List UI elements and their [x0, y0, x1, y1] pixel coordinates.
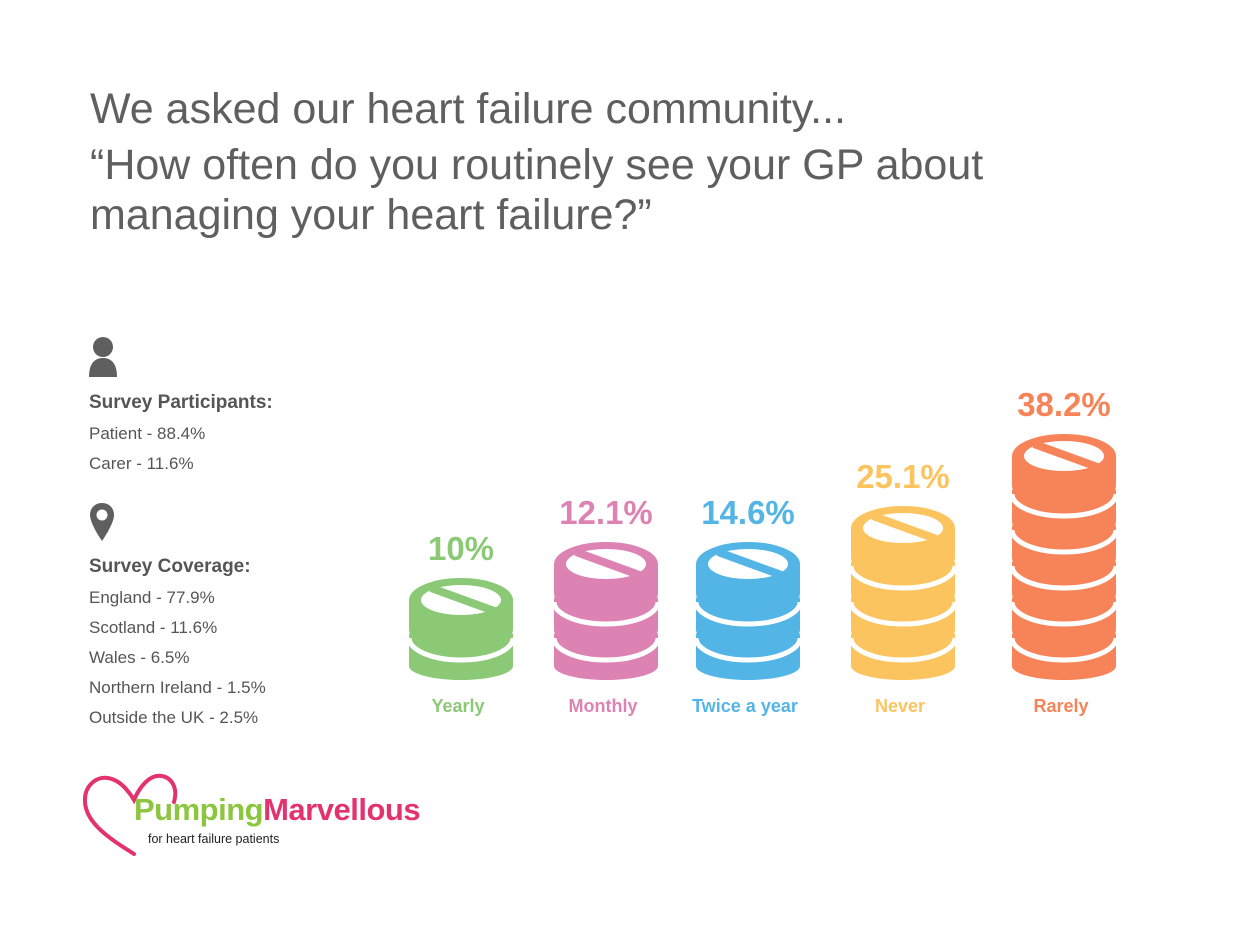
value-label: 14.6%: [701, 494, 795, 531]
value-label: 10%: [428, 530, 494, 567]
coverage-item: Northern Ireland - 1.5%: [89, 678, 266, 697]
participants-item: Patient - 88.4%: [89, 424, 206, 443]
pill-separator: [848, 601, 958, 627]
pill-separator: [1009, 529, 1119, 555]
value-label: 25.1%: [856, 458, 950, 495]
coverage-item: Scotland - 11.6%: [89, 618, 218, 637]
pill-score-line: [1032, 440, 1102, 472]
coverage-item: England - 77.9%: [89, 588, 215, 607]
category-label: Rarely: [1033, 696, 1088, 716]
pill-score-line: [716, 548, 786, 580]
category-label: Twice a year: [692, 696, 798, 716]
pill-score-line: [871, 512, 941, 544]
pill-separator: [1009, 565, 1119, 591]
pill-separator: [406, 637, 516, 663]
coverage-item: Wales - 6.5%: [89, 648, 190, 667]
logo-brand-marvellous: Marvellous: [263, 792, 421, 827]
pill-separator: [693, 637, 803, 663]
pill-stack-bar: 38.2% Rarely: [1009, 386, 1119, 716]
heart-outline-icon: [82, 773, 178, 856]
pill-separator: [848, 565, 958, 591]
pill-separator: [1009, 637, 1119, 663]
pill-score-line: [429, 584, 499, 616]
pumping-marvellous-logo: PumpingMarvellous for heart failure pati…: [82, 772, 462, 862]
participants-item: Carer - 11.6%: [89, 454, 194, 473]
pill-separator: [1009, 601, 1119, 627]
pill-stack-bar: 14.6% Twice a year: [692, 494, 803, 716]
coverage-block: Survey Coverage: England - 77.9% Scotlan…: [89, 502, 369, 728]
pill-score-line: [574, 548, 644, 580]
value-label: 38.2%: [1017, 386, 1111, 423]
page-heading: We asked our heart failure community... …: [90, 82, 1170, 240]
category-label: Yearly: [431, 696, 484, 716]
pill-stack-bar: 10% Yearly: [406, 530, 516, 716]
pill-separator: [551, 601, 661, 627]
pill-stack-bar: 25.1% Never: [848, 458, 958, 716]
logo-brand: PumpingMarvellous: [134, 792, 421, 828]
pill-separator: [848, 637, 958, 663]
logo-tagline: for heart failure patients: [148, 832, 280, 846]
pill-separator: [551, 637, 661, 663]
heading-line-1: We asked our heart failure community...: [90, 85, 847, 133]
participants-label: Survey Participants:: [89, 392, 273, 413]
coverage-item: Outside the UK - 2.5%: [89, 708, 259, 727]
value-label: 12.1%: [559, 494, 653, 531]
survey-info-panel: Survey Participants: Patient - 88.4% Car…: [89, 336, 369, 728]
heading-question: “How often do you routinely see your GP …: [90, 141, 984, 239]
pill-separator: [1009, 493, 1119, 519]
person-icon: [89, 337, 117, 377]
category-label: Monthly: [569, 696, 638, 716]
logo-brand-pumping: Pumping: [134, 792, 264, 827]
map-pin-icon: [90, 503, 114, 541]
coverage-label: Survey Coverage:: [89, 556, 251, 577]
pill-separator: [693, 601, 803, 627]
pill-stack-bar: 12.1% Monthly: [551, 494, 661, 716]
category-label: Never: [875, 696, 925, 716]
